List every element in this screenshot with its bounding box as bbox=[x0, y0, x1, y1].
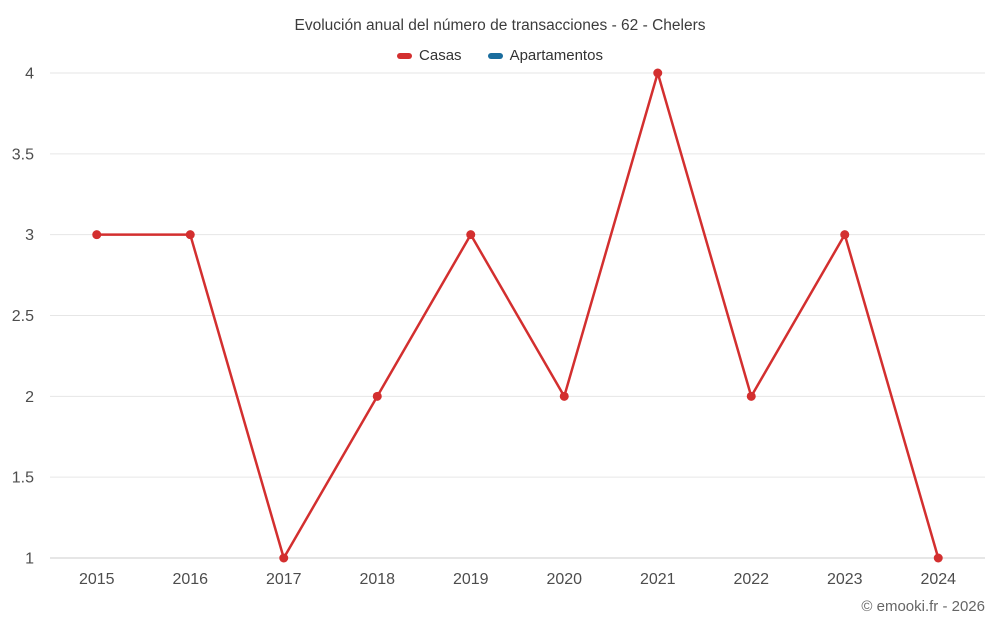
data-point-casas[interactable] bbox=[840, 230, 850, 240]
x-axis-tick-label: 2017 bbox=[266, 571, 302, 588]
legend: Casas Apartamentos bbox=[0, 47, 1000, 64]
legend-label-casas: Casas bbox=[419, 47, 462, 64]
y-axis-tick-label: 2 bbox=[25, 389, 34, 406]
x-axis-tick-label: 2024 bbox=[920, 571, 956, 588]
y-axis-tick-label: 4 bbox=[25, 66, 34, 83]
x-axis-tick-label: 2023 bbox=[827, 571, 863, 588]
data-point-casas[interactable] bbox=[92, 230, 102, 240]
x-axis-tick-label: 2020 bbox=[546, 571, 582, 588]
data-point-casas[interactable] bbox=[372, 391, 382, 401]
x-axis-tick-label: 2021 bbox=[640, 571, 676, 588]
legend-item-casas[interactable]: Casas bbox=[397, 47, 462, 64]
data-point-casas[interactable] bbox=[559, 391, 569, 401]
y-axis-tick-label: 1.5 bbox=[12, 470, 34, 487]
series-line-casas bbox=[95, 71, 940, 560]
legend-marker-casas bbox=[397, 52, 413, 59]
data-point-casas[interactable] bbox=[653, 68, 663, 78]
y-axis-tick-label: 1 bbox=[25, 551, 34, 568]
data-point-casas[interactable] bbox=[933, 553, 943, 563]
x-axis-tick-label: 2022 bbox=[733, 571, 769, 588]
data-point-casas[interactable] bbox=[185, 230, 195, 240]
legend-item-apartamentos[interactable]: Apartamentos bbox=[487, 47, 603, 64]
y-axis-tick-label: 3 bbox=[25, 227, 34, 244]
data-point-casas[interactable] bbox=[279, 553, 289, 563]
legend-label-apartamentos: Apartamentos bbox=[509, 47, 603, 64]
x-axis-tick-label: 2015 bbox=[79, 571, 115, 588]
y-axis-tick-label: 3.5 bbox=[12, 146, 34, 163]
data-point-casas[interactable] bbox=[466, 230, 476, 240]
x-axis-tick-label: 2016 bbox=[172, 571, 208, 588]
y-axis-tick-label: 2.5 bbox=[12, 308, 34, 325]
data-point-casas[interactable] bbox=[746, 391, 756, 401]
copyright: © emooki.fr - 2026 bbox=[861, 598, 985, 615]
x-axis-tick-label: 2019 bbox=[453, 571, 489, 588]
x-axis-tick-label: 2018 bbox=[359, 571, 395, 588]
chart-title: Evolución anual del número de transaccio… bbox=[294, 17, 706, 34]
legend-marker-apartamentos bbox=[487, 52, 503, 59]
